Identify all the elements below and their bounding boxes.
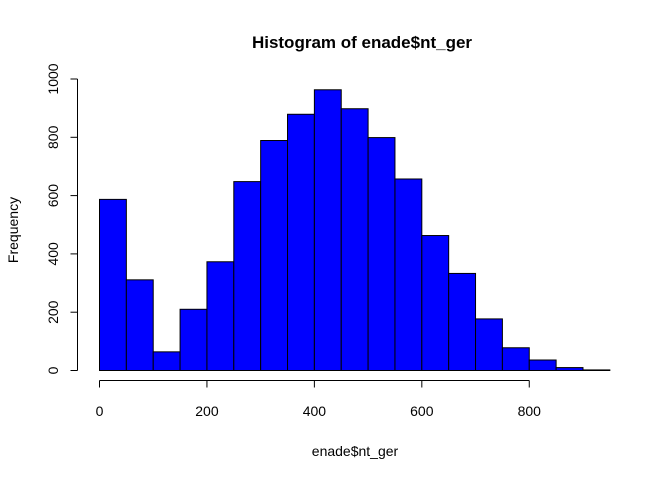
- x-tick-label: 0: [96, 403, 104, 419]
- x-tick-label: 400: [303, 403, 327, 419]
- histogram-bar-12: [421, 235, 450, 371]
- x-tick-label: 600: [410, 403, 434, 419]
- y-tick-label: 800: [45, 125, 61, 149]
- x-axis: 0 200 400 600 800: [96, 380, 542, 419]
- y-axis-label: Frequency: [5, 197, 21, 263]
- y-tick-label: 400: [45, 242, 61, 266]
- histogram-bar-0: [99, 198, 127, 371]
- y-tick-label: 1000: [45, 63, 61, 94]
- histogram-bar-16: [528, 359, 557, 372]
- histogram-bar-14: [475, 318, 503, 372]
- histogram-bar-10: [367, 137, 396, 371]
- histogram-bar-11: [394, 178, 423, 371]
- histogram-bar-15: [501, 347, 530, 371]
- histogram-bar-6: [260, 140, 289, 371]
- histogram-bar-13: [448, 272, 477, 372]
- histogram-bar-1: [125, 279, 154, 372]
- chart-title: Histogram of enade$nt_ger: [252, 33, 472, 52]
- bars-group: [99, 89, 611, 372]
- x-tick-label: 800: [518, 403, 542, 419]
- y-axis: 0 200 400 600 800 1000: [45, 63, 78, 374]
- y-tick-label: 200: [45, 300, 61, 324]
- histogram-bar-3: [179, 308, 208, 372]
- histogram-bar-17: [555, 367, 584, 371]
- y-tick-label: 0: [45, 366, 61, 374]
- histogram-bar-5: [233, 181, 262, 371]
- histogram-bar-18: [582, 369, 611, 371]
- histogram-bar-4: [206, 261, 235, 372]
- histogram-bar-7: [287, 113, 315, 371]
- y-tick-label: 600: [45, 184, 61, 208]
- histogram-bar-8: [313, 89, 342, 372]
- x-tick-label: 200: [195, 403, 219, 419]
- x-axis-label: enade$nt_ger: [312, 443, 399, 459]
- histogram-bar-2: [152, 351, 181, 371]
- histogram-bar-9: [340, 108, 369, 371]
